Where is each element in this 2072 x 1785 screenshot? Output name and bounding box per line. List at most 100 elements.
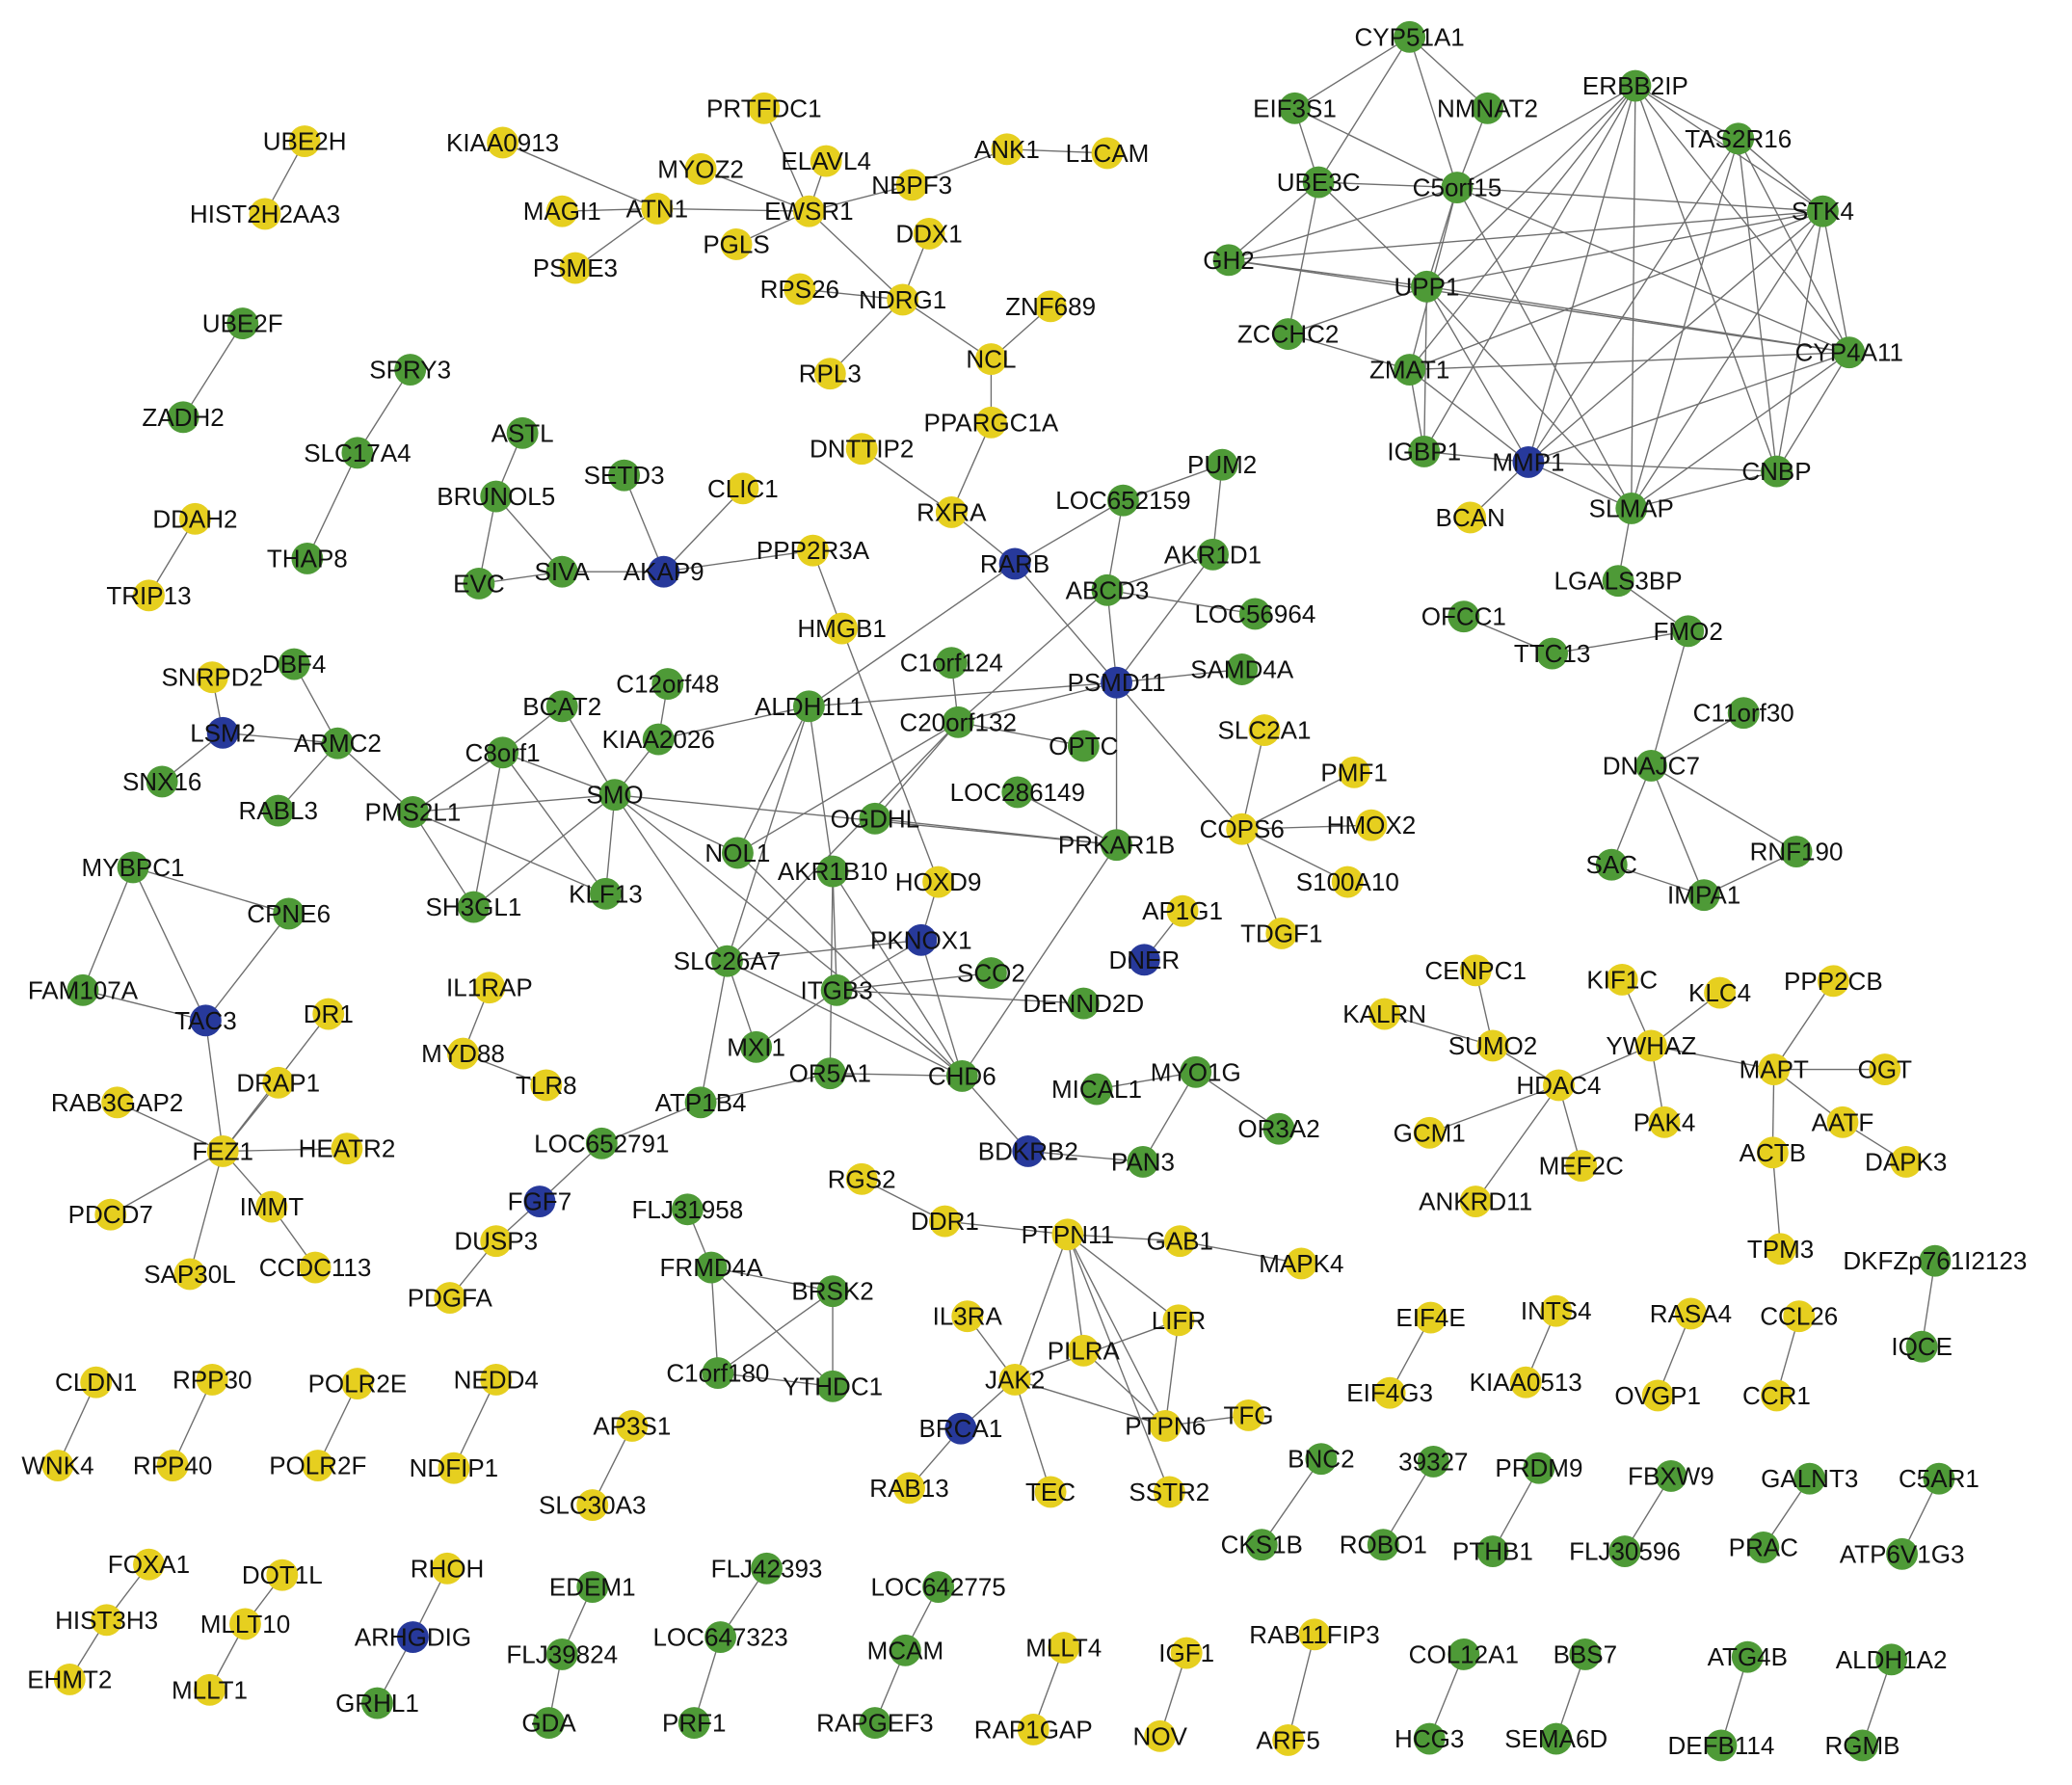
node-EWSR1[interactable]: EWSR1 [764,195,854,227]
node-CLIC1[interactable]: CLIC1 [707,472,779,505]
node-OR5A1[interactable]: OR5A1 [789,1057,871,1090]
node-EIF4G3[interactable]: EIF4G3 [1346,1376,1433,1409]
node-SLC2A1[interactable]: SLC2A1 [1218,714,1312,746]
node-DKFZp761I2123[interactable]: DKFZp761I2123 [1843,1244,2027,1277]
node-RPP40[interactable]: RPP40 [133,1450,212,1481]
node-GRHL1[interactable]: GRHL1 [335,1687,419,1719]
node-OPTC[interactable]: OPTC [1049,730,1118,762]
node-DNTTIP2[interactable]: DNTTIP2 [810,433,914,466]
node-SCO2[interactable]: SCO2 [957,957,1025,989]
node-RXRA[interactable]: RXRA [916,496,987,528]
node-RNF190[interactable]: RNF190 [1750,836,1844,867]
node-RPP30[interactable]: RPP30 [173,1364,252,1396]
node-DAPK3[interactable]: DAPK3 [1865,1146,1947,1178]
node-RPL3[interactable]: RPL3 [799,358,862,390]
node-MICAL1[interactable]: MICAL1 [1051,1073,1142,1106]
node-KIF1C[interactable]: KIF1C [1586,963,1658,996]
node-MAGI1[interactable]: MAGI1 [523,195,601,227]
node-CKS1B[interactable]: CKS1B [1221,1529,1303,1561]
node-LOC642775[interactable]: LOC642775 [870,1571,1006,1603]
node-PRF1[interactable]: PRF1 [662,1707,727,1740]
node-PDGFA[interactable]: PDGFA [408,1282,493,1314]
node-EHMT2[interactable]: EHMT2 [27,1663,112,1695]
node-RARB[interactable]: RARB [980,547,1049,580]
node-ANK1[interactable]: ANK1 [974,133,1040,166]
node-RAPGEF3[interactable]: RAPGEF3 [816,1707,934,1740]
node-IGF1[interactable]: IGF1 [1158,1637,1214,1669]
node-SAP30L[interactable]: SAP30L [144,1258,236,1291]
node-LOC652159[interactable]: LOC652159 [1055,484,1191,517]
node-LOC56964[interactable]: LOC56964 [1194,598,1315,630]
node-INTS4[interactable]: INTS4 [1521,1294,1592,1327]
node-CPNE6[interactable]: CPNE6 [247,897,331,930]
node-39327[interactable]: 39327 [1398,1445,1468,1478]
node-PAK4[interactable]: PAK4 [1634,1106,1696,1138]
node-ARMC2[interactable]: ARMC2 [294,727,382,759]
node-RAB3GAP2[interactable]: RAB3GAP2 [51,1086,183,1119]
node-CENPC1[interactable]: CENPC1 [1424,954,1527,987]
node-ELAVL4[interactable]: ELAVL4 [781,145,871,177]
node-DOT1L[interactable]: DOT1L [242,1559,323,1591]
node-ACTB[interactable]: ACTB [1740,1136,1806,1169]
node-JAK2[interactable]: JAK2 [985,1364,1045,1396]
node-STK4[interactable]: STK4 [1792,195,1854,227]
node-NCL[interactable]: NCL [966,343,1016,376]
node-HMOX2[interactable]: HMOX2 [1327,809,1417,841]
node-MEF2C[interactable]: MEF2C [1539,1150,1624,1182]
node-EVC[interactable]: EVC [453,568,505,599]
node-FOXA1[interactable]: FOXA1 [108,1548,190,1581]
node-NOV[interactable]: NOV [1133,1719,1188,1752]
node-AP1G1[interactable]: AP1G1 [1142,894,1223,927]
node-ATN1[interactable]: ATN1 [626,192,689,225]
node-C1orf124[interactable]: C1orf124 [900,647,1003,679]
node-GALNT3[interactable]: GALNT3 [1761,1462,1858,1495]
node-ERBB2IP[interactable]: ERBB2IP [1582,69,1688,102]
node-FMO2[interactable]: FMO2 [1654,615,1723,648]
node-MLLT1[interactable]: MLLT1 [172,1673,248,1706]
node-BNC2[interactable]: BNC2 [1288,1443,1355,1476]
node-FAM107A[interactable]: FAM107A [28,973,139,1006]
node-RGS2[interactable]: RGS2 [828,1162,896,1195]
node-SPRY3[interactable]: SPRY3 [369,354,451,386]
node-BDKRB2[interactable]: BDKRB2 [978,1135,1078,1167]
node-PILRA[interactable]: PILRA [1048,1334,1121,1367]
node-AKAP9[interactable]: AKAP9 [624,555,704,588]
node-PPARGC1A[interactable]: PPARGC1A [924,406,1059,439]
node-THAP8[interactable]: THAP8 [267,542,348,574]
node-POLR2F[interactable]: POLR2F [269,1450,366,1481]
node-FLJ30596[interactable]: FLJ30596 [1569,1535,1681,1567]
node-KLC4[interactable]: KLC4 [1688,976,1751,1009]
node-CHD6[interactable]: CHD6 [928,1059,996,1092]
node-NDFIP1[interactable]: NDFIP1 [410,1452,499,1484]
node-BRCA1[interactable]: BRCA1 [919,1412,1003,1445]
node-ABCD3[interactable]: ABCD3 [1066,573,1150,606]
node-DNAJC7[interactable]: DNAJC7 [1603,750,1700,782]
node-PGLS[interactable]: PGLS [703,227,770,260]
node-PDCD7[interactable]: PDCD7 [68,1198,153,1231]
node-HDAC4[interactable]: HDAC4 [1516,1069,1602,1102]
node-OFCC1[interactable]: OFCC1 [1421,600,1506,633]
node-LIFR[interactable]: LIFR [1152,1304,1206,1337]
node-ZADH2[interactable]: ZADH2 [142,401,225,434]
node-NMNAT2[interactable]: NMNAT2 [1437,92,1538,124]
node-ANKRD11[interactable]: ANKRD11 [1419,1186,1532,1217]
node-PMS2L1[interactable]: PMS2L1 [365,796,462,828]
node-PTPN6[interactable]: PTPN6 [1125,1409,1206,1442]
node-ITGB3[interactable]: ITGB3 [801,973,873,1006]
node-RAB13[interactable]: RAB13 [869,1472,949,1505]
node-IQCE[interactable]: IQCE [1891,1330,1952,1363]
node-MXI1[interactable]: MXI1 [727,1030,785,1063]
node-BCAT2[interactable]: BCAT2 [522,690,601,723]
node-PUM2[interactable]: PUM2 [1187,448,1257,481]
node-HIST2H2AA3[interactable]: HIST2H2AA3 [190,198,340,230]
node-CCL26[interactable]: CCL26 [1760,1300,1838,1333]
node-ZNF689[interactable]: ZNF689 [1005,290,1096,323]
node-PSMD11[interactable]: PSMD11 [1067,666,1166,699]
node-SAC[interactable]: SAC [1585,848,1637,881]
node-C11orf30[interactable]: C11orf30 [1693,697,1794,730]
node-OVGP1[interactable]: OVGP1 [1614,1379,1701,1412]
node-KLF13[interactable]: KLF13 [569,877,643,910]
node-FBXW9[interactable]: FBXW9 [1628,1460,1714,1492]
node-C5AR1[interactable]: C5AR1 [1899,1462,1979,1495]
node-C20orf132[interactable]: C20orf132 [899,706,1017,738]
